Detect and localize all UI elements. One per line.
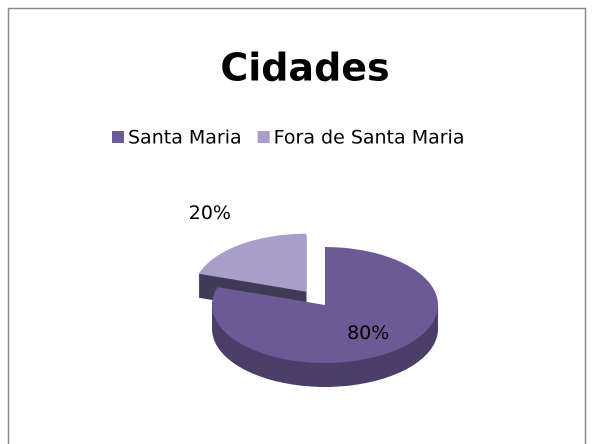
legend-swatch bbox=[257, 131, 270, 143]
chart-title: Cidades bbox=[220, 46, 389, 90]
slice bbox=[212, 247, 438, 363]
value-label: 20% bbox=[189, 202, 231, 224]
legend-label: Fora de Santa Maria bbox=[274, 127, 465, 149]
value-label: 80% bbox=[347, 322, 389, 344]
slice bbox=[198, 233, 307, 292]
legend-label: Santa Maria bbox=[128, 127, 242, 149]
legend-swatch bbox=[112, 131, 124, 143]
